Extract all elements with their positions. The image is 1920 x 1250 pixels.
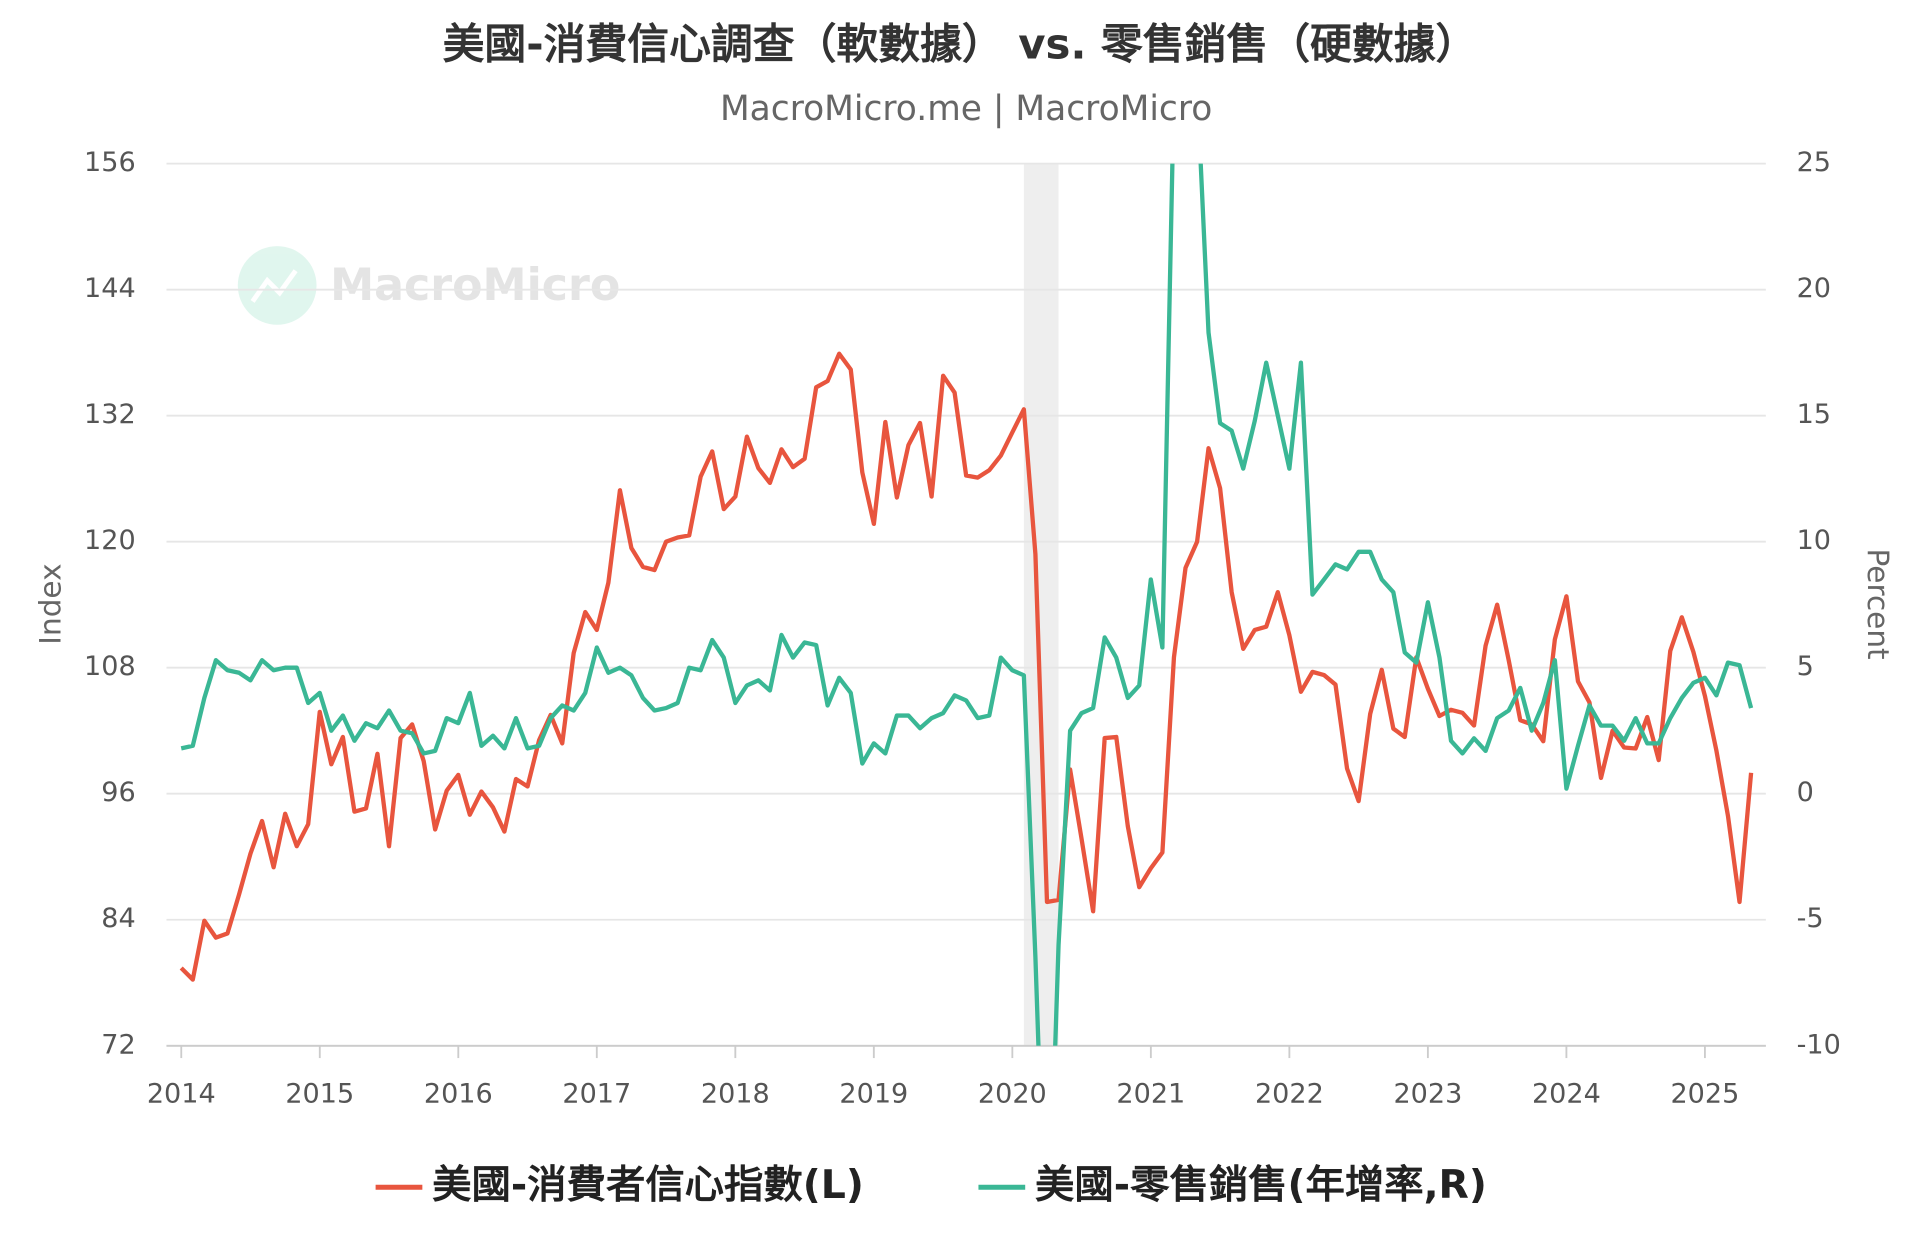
y2-tick-label: -10: [1797, 1029, 1841, 1060]
plot-area: [179, 163, 1754, 1046]
y2-tick-label: 10: [1797, 525, 1831, 556]
y2-tick-label: 5: [1797, 651, 1814, 682]
x-tick-label: 2014: [147, 1078, 216, 1109]
y2-axis-label: Percent: [1861, 549, 1895, 660]
data-line: [179, 351, 1754, 982]
y-tick-label: 132: [84, 399, 136, 430]
x-tick-label: 2021: [1116, 1078, 1185, 1109]
x-tick-label: 2016: [424, 1078, 493, 1109]
y-tick-label: 120: [84, 525, 136, 556]
x-tick-label: 2020: [978, 1078, 1047, 1109]
shaded-region: [1023, 163, 1059, 1046]
y-tick-label: 156: [84, 147, 136, 178]
y-tick-label: 72: [101, 1029, 135, 1060]
y-tick-label: 96: [101, 777, 135, 808]
data-line: [180, 163, 1754, 1046]
y-tick-label: 84: [101, 903, 135, 934]
y2-tick-label: 0: [1797, 777, 1814, 808]
x-tick-label: 2015: [285, 1078, 354, 1109]
x-tick-label: 2019: [839, 1078, 908, 1109]
chart-subtitle: MacroMicro.me | MacroMicro: [720, 89, 1212, 129]
x-tick-label: 2017: [562, 1078, 631, 1109]
legend: 美國-消費者信心指數(L) 美國-零售銷售(年增率,R): [375, 1162, 1487, 1208]
x-tick-label: 2023: [1393, 1078, 1462, 1109]
y2-tick-label: 15: [1797, 399, 1831, 430]
watermark: MacroMicro: [330, 260, 620, 311]
y-tick-label: 144: [84, 273, 136, 304]
x-tick-label: 2024: [1532, 1078, 1601, 1109]
legend-label: 美國-零售銷售(年增率,R): [1035, 1162, 1487, 1208]
x-tick-label: 2018: [701, 1078, 770, 1109]
y-axis-label: Index: [34, 563, 68, 644]
legend-label: 美國-消費者信心指數(L): [432, 1162, 864, 1208]
y2-tick-label: 25: [1797, 147, 1831, 178]
y2-tick-label: 20: [1797, 273, 1831, 304]
x-tick-label: 2022: [1255, 1078, 1324, 1109]
y2-tick-label: -5: [1797, 903, 1824, 934]
chart-title: 美國-消費信心調查（軟數據） vs. 零售銷售（硬數據）: [443, 19, 1478, 68]
watermark-logo: [237, 246, 317, 325]
y-tick-label: 108: [84, 651, 136, 682]
x-tick-label: 2025: [1670, 1078, 1739, 1109]
